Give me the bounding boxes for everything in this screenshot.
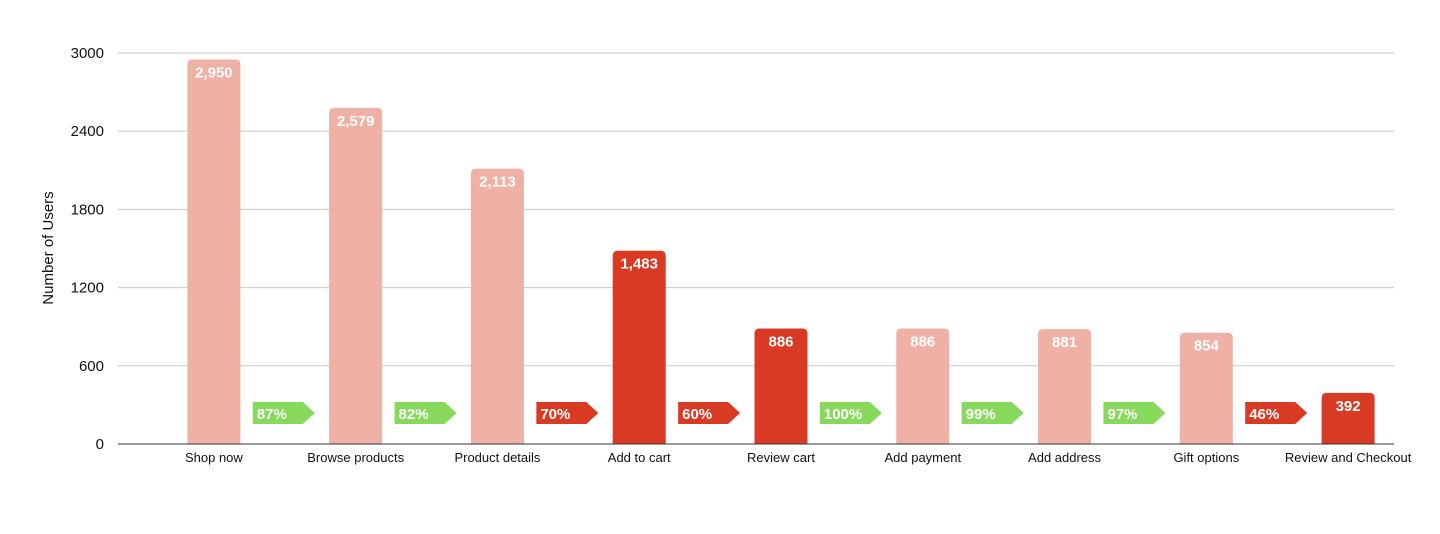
bar-value-label: 886 [768, 334, 793, 351]
conversion-rate-label: 100% [824, 406, 862, 423]
conversion-arrow: 99% [961, 402, 1024, 424]
conversion-rate-label: 70% [540, 406, 570, 423]
bar [754, 328, 808, 444]
bar-value-label: 2,950 [195, 65, 233, 82]
conversion-rate-label: 82% [399, 406, 429, 423]
conversion-rate-label: 97% [1107, 406, 1137, 423]
conversion-arrow-shape [394, 402, 457, 424]
x-category-label: Add to cart [608, 450, 671, 465]
x-category-label: Review cart [747, 450, 815, 465]
bar [329, 107, 383, 444]
bar [187, 59, 241, 445]
bars: 2,950 2,579 2,113 1,483 886 886 881 854 392 [187, 59, 1375, 445]
x-category-label: Gift options [1173, 450, 1239, 465]
conversion-arrow-shape [252, 402, 315, 424]
conversion-arrow: 82% [394, 402, 457, 424]
bar-value-label: 2,579 [337, 113, 375, 130]
bar [1321, 392, 1375, 444]
conversion-arrow-shape [819, 402, 882, 424]
conversion-arrow: 70% [536, 402, 599, 424]
y-tick-label: 3000 [71, 45, 104, 62]
conversion-arrow-shape [1245, 402, 1308, 424]
x-category-label: Review and Checkout [1285, 450, 1412, 465]
x-category-label: Product details [454, 450, 540, 465]
conversion-rate-label: 87% [257, 406, 287, 423]
bar [1038, 329, 1092, 444]
y-tick-label: 1200 [71, 280, 104, 297]
conversion-arrow: 100% [819, 402, 882, 424]
conversion-arrows: 87% 82% 70% 60% 100% 99% 97% 46% [252, 402, 1308, 424]
bar-value-label: 2,113 [479, 174, 516, 191]
conversion-arrow-shape [961, 402, 1024, 424]
y-tick-label: 600 [79, 358, 104, 375]
conversion-arrow: 97% [1103, 402, 1166, 424]
conversion-rate-label: 60% [682, 406, 712, 423]
x-axis-category-labels: Shop now Browse products Product details Ad… [185, 450, 1412, 465]
bar [896, 328, 950, 444]
conversion-arrow-shape [678, 402, 741, 424]
y-tick-label: 0 [96, 436, 104, 453]
conversion-arrow-shape [536, 402, 599, 424]
bar-value-label: 1,483 [620, 256, 658, 273]
conversion-arrow-shape [1103, 402, 1166, 424]
bar-value-label: 854 [1194, 338, 1220, 355]
bar-value-label: 392 [1336, 398, 1361, 415]
grid-lines [118, 52, 1394, 367]
conversion-rate-label: 46% [1249, 406, 1279, 423]
x-category-label: Browse products [307, 450, 404, 465]
x-category-label: Add payment [884, 450, 961, 465]
conversion-arrow: 87% [252, 402, 315, 424]
y-tick-label: 1800 [71, 201, 104, 218]
bar [1179, 332, 1233, 444]
y-axis-tick-labels: 0 600 1200 1800 2400 3000 [71, 45, 104, 453]
conversion-arrow: 46% [1245, 402, 1308, 424]
bar [470, 168, 524, 445]
bar-value-label: 886 [910, 334, 935, 351]
y-axis-title: Number of Users [40, 191, 57, 304]
conversion-rate-label: 99% [966, 406, 996, 423]
bar-value-label: 881 [1052, 334, 1077, 351]
conversion-arrow: 60% [678, 402, 741, 424]
y-tick-label: 2400 [71, 123, 104, 140]
x-category-label: Shop now [185, 450, 243, 465]
bar [612, 250, 666, 444]
x-category-label: Add address [1028, 450, 1101, 465]
